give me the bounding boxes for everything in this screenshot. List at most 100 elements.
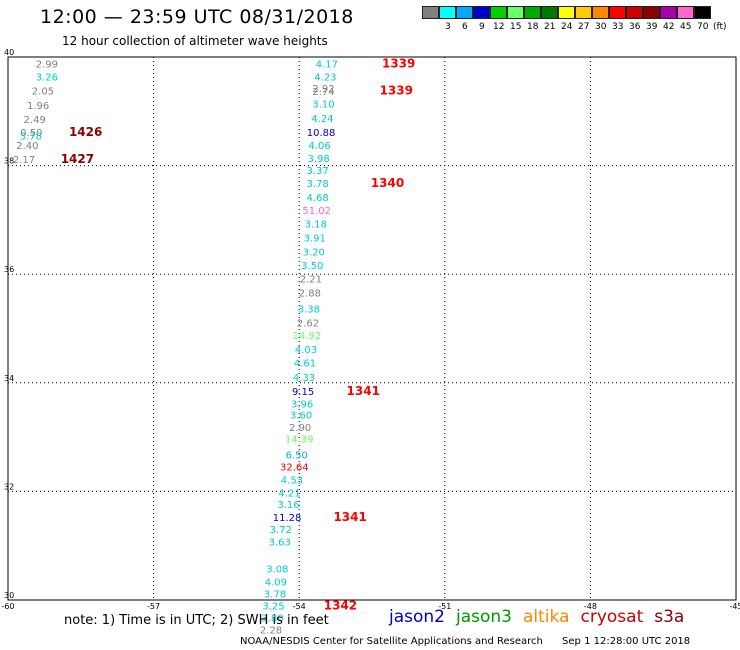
legend-swatch [609, 6, 626, 19]
wave-height-label: 2.99 [36, 60, 58, 71]
pass-time-label: 1342 [324, 598, 357, 612]
pass-time-label: 1339 [382, 57, 415, 71]
wave-height-label: 3.18 [305, 220, 327, 231]
wave-height-label: 2.92 [312, 84, 334, 95]
wave-height-label: 3.50 [301, 261, 323, 272]
plot-frame [7, 56, 737, 601]
footer-agency: NOAA/NESDIS Center for Satellite Applica… [240, 636, 543, 647]
wave-height-label: 3.38 [298, 304, 320, 315]
wave-height-label: 4.06 [308, 141, 330, 152]
x-tick-label: -51 [438, 602, 451, 611]
legend-swatch [490, 6, 507, 19]
wave-height-label: 14.39 [285, 435, 314, 446]
wave-height-label: 2.90 [289, 423, 311, 434]
wave-height-label: 2.49 [24, 115, 46, 126]
pass-time-label: 1426 [69, 125, 102, 139]
legend-value-label: 30 [595, 22, 607, 32]
y-tick-label: 38 [4, 157, 14, 166]
y-tick-label: 34 [4, 374, 14, 383]
satellite-legend: jason2 jason3 altika cryosat s3a [389, 607, 695, 627]
wave-height-label: 3.20 [303, 247, 325, 258]
wave-height-label: 3.37 [307, 166, 329, 177]
wave-height-label: 0.50 [20, 128, 42, 139]
legend-value-label: 24 [561, 22, 573, 32]
wave-height-label: 4.68 [307, 193, 329, 204]
footer-timestamp: Sep 1 12:28:00 UTC 2018 [562, 636, 691, 647]
wave-height-label: 2.17 [13, 155, 35, 166]
wave-height-label: 3.25 [262, 601, 284, 612]
pass-time-label: 1341 [347, 384, 380, 398]
wave-height-label: 3.63 [269, 537, 291, 548]
legend-value-label: 6 [462, 22, 468, 32]
legend-value-label: 36 [629, 22, 641, 32]
legend-swatch [473, 6, 490, 19]
x-tick-label: -54 [293, 602, 306, 611]
legend-value-label: 9 [479, 22, 485, 32]
x-tick-label: -48 [584, 602, 597, 611]
legend-swatch [422, 6, 439, 19]
wave-height-label: 3.78 [20, 132, 42, 143]
legend-value-label: 39 [646, 22, 658, 32]
wave-height-label: 3.16 [277, 500, 299, 511]
wave-height-label: 4.61 [294, 359, 316, 370]
legend-unit-label: (ft) [713, 22, 727, 32]
pass-time-label: 1339 [380, 84, 413, 98]
chart-title: 12:00 — 23:59 UTC 08/31/2018 [40, 6, 354, 28]
wave-height-label: 51.02 [302, 206, 331, 217]
legend-value-label: 33 [612, 22, 624, 32]
legend-swatch [643, 6, 660, 19]
chart-subtitle: 12 hour collection of altimeter wave hei… [62, 34, 328, 48]
wave-height-label: 2.28 [260, 625, 282, 636]
color-scale-legend [422, 6, 711, 19]
footer: NOAA/NESDIS Center for Satellite Applica… [240, 636, 690, 647]
legend-swatch [694, 6, 711, 19]
satellite-legend-jason2: jason2 [389, 607, 445, 627]
x-tick-label: -45 [729, 602, 740, 611]
legend-value-label: 45 [680, 22, 692, 32]
wave-height-label: 32.64 [280, 462, 309, 473]
wave-height-label: 3.72 [270, 525, 292, 536]
legend-swatch [439, 6, 456, 19]
color-scale-labels: 3 6 9 12 15 18 21 24 27 30 33 36 39 42 45 70 (ft) [0, 22, 740, 36]
legend-value-label: 21 [544, 22, 556, 32]
satellite-legend-cryosat: cryosat [580, 607, 644, 627]
satellite-legend-altika: altika [523, 607, 570, 627]
wave-height-label: 3.60 [290, 410, 312, 421]
wave-height-label: 10.88 [307, 128, 336, 139]
x-tick-label: -57 [147, 602, 160, 611]
legend-value-label: 18 [527, 22, 539, 32]
wave-height-label: 3.96 [291, 399, 313, 410]
legend-swatch [456, 6, 473, 19]
legend-swatch [524, 6, 541, 19]
legend-swatch [541, 6, 558, 19]
wave-height-label: 4.33 [293, 373, 315, 384]
legend-swatch [558, 6, 575, 19]
wave-height-label: 2.88 [299, 289, 321, 300]
legend-swatch [677, 6, 694, 19]
wave-height-label: 2.74 [312, 87, 334, 98]
wave-height-label: 2.21 [300, 275, 322, 286]
y-tick-label: 36 [4, 265, 14, 274]
legend-swatch [592, 6, 609, 19]
wave-height-label: 3.78 [264, 589, 286, 600]
y-tick-label: 32 [4, 482, 14, 491]
wave-height-label: 3.91 [304, 233, 326, 244]
wave-height-label: 3.78 [307, 179, 329, 190]
wave-height-label: 2.62 [297, 319, 319, 330]
wave-height-label: 3.80 [261, 613, 283, 624]
wave-height-label: 3.26 [36, 73, 58, 84]
legend-swatch [507, 6, 524, 19]
pass-time-label: 1341 [333, 510, 366, 524]
wave-height-label: 4.23 [314, 73, 336, 84]
wave-height-label: 6.50 [286, 450, 308, 461]
legend-swatch [660, 6, 677, 19]
wave-height-label: 14.92 [293, 331, 322, 342]
wave-height-label: 4.53 [281, 475, 303, 486]
y-tick-label: 30 [4, 591, 14, 600]
note-text: note: 1) Time is in UTC; 2) SWH is in fe… [64, 613, 329, 628]
wave-height-label: 4.24 [311, 114, 333, 125]
satellite-legend-jason3: jason3 [456, 607, 512, 627]
legend-value-label: 70 [697, 22, 709, 32]
